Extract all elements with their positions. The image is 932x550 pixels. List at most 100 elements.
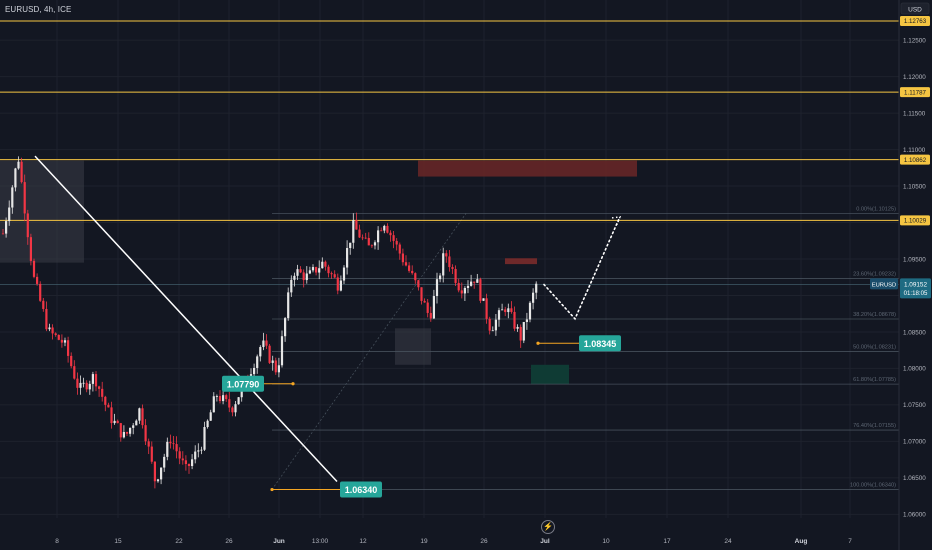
candle-up: [160, 467, 163, 480]
candle-up: [525, 319, 528, 322]
candle-down: [460, 290, 463, 294]
candle-up: [352, 220, 355, 243]
candle-up: [222, 395, 225, 402]
candle-up: [284, 318, 287, 337]
candle-up: [532, 292, 535, 303]
candle-down: [445, 253, 448, 257]
time-tick-label: 26: [225, 538, 233, 545]
candle-up: [466, 285, 470, 288]
level-price-tag-label: 1.12763: [904, 18, 927, 25]
candle-up: [470, 281, 473, 286]
candle-up: [206, 420, 209, 428]
candle-down: [367, 237, 370, 246]
demand-zone: [531, 364, 569, 385]
candle-down: [423, 300, 426, 303]
candle-up: [346, 248, 349, 268]
candle-down: [107, 404, 110, 408]
price-tick-label: 1.10500: [903, 183, 926, 190]
candle-down: [23, 182, 26, 214]
candle-down: [51, 327, 54, 334]
candle-up: [156, 479, 160, 482]
price-callout-label[interactable]: 1.08345: [584, 339, 617, 349]
candle-down: [324, 261, 327, 267]
price-tick-label: 1.06500: [903, 475, 926, 482]
candle-up: [63, 340, 67, 343]
candle-up: [253, 367, 256, 375]
candle-down: [228, 399, 231, 408]
lightning-icon[interactable]: ⚡: [541, 520, 555, 534]
time-tick-label: 12: [359, 538, 367, 545]
candle-up: [516, 326, 519, 329]
drawing-layer: [34, 155, 622, 483]
candle-up: [339, 280, 342, 291]
candle-up: [287, 292, 290, 319]
candle-up: [522, 321, 525, 341]
candle-down: [29, 237, 32, 261]
candle-down: [327, 266, 330, 274]
horizontal-levels: [0, 20, 899, 285]
candle-down: [1, 233, 5, 235]
fib-diagonal: [271, 213, 467, 490]
time-tick-label: 22: [175, 538, 183, 545]
candle-up: [194, 451, 197, 460]
candle-up: [200, 449, 203, 451]
candle-down: [395, 240, 398, 245]
candle-down: [225, 395, 228, 400]
candle-up: [383, 225, 386, 231]
candle-up: [318, 268, 321, 273]
candle-down: [119, 423, 122, 438]
candle-down: [265, 340, 268, 346]
candle-up: [234, 404, 237, 413]
candle-down: [336, 277, 339, 291]
candle-down: [333, 274, 336, 278]
candle-up: [342, 267, 346, 281]
candle-up: [463, 287, 466, 294]
candle-up: [308, 270, 311, 274]
time-tick-label: 15: [114, 538, 122, 545]
candle-down: [401, 253, 404, 263]
candle-down: [479, 279, 482, 301]
candle-up: [271, 360, 274, 363]
candle-down: [330, 273, 333, 275]
symbol-title[interactable]: EURUSD, 4h, ICE: [5, 5, 72, 14]
candle-down: [116, 420, 119, 424]
level-price-tag: [900, 215, 930, 226]
candle-up: [280, 336, 284, 366]
candle-down: [73, 366, 76, 379]
time-tick-label: 8: [55, 538, 59, 545]
candle-up: [79, 382, 82, 388]
candle-down: [125, 432, 129, 434]
time-tick-label: Jul: [540, 538, 550, 545]
symbol-tag: [870, 278, 898, 290]
currency-box: [900, 2, 930, 15]
price-callout-box: [222, 375, 264, 392]
candle-up: [17, 161, 20, 169]
candle-down: [70, 355, 73, 367]
candle-up: [5, 221, 8, 234]
time-tick-label: 17: [663, 538, 671, 545]
candle-down: [231, 407, 234, 413]
chart-grid: [0, 0, 899, 518]
candle-down: [429, 312, 432, 319]
candle-up: [497, 310, 501, 320]
price-callout-box: [579, 335, 621, 352]
fib-level-label: 0.00%(1.10125): [856, 206, 896, 212]
candle-up: [442, 253, 445, 276]
candle-down: [454, 268, 457, 283]
price-tick-label: 1.07000: [903, 439, 926, 446]
price-tick-label: 1.12500: [903, 37, 926, 44]
candle-down: [45, 308, 48, 330]
price-callout-label[interactable]: 1.06340: [345, 485, 378, 495]
candle-down: [299, 269, 302, 273]
candle-up: [191, 459, 194, 467]
candle-down: [451, 267, 454, 269]
candle-up: [535, 283, 538, 293]
candle-up: [91, 374, 94, 384]
price-tick-label: 1.08000: [903, 366, 926, 373]
candle-up: [377, 230, 380, 243]
candle-up: [528, 302, 532, 320]
price-callout-label[interactable]: 1.07790: [227, 379, 260, 389]
candle-down: [184, 460, 187, 464]
